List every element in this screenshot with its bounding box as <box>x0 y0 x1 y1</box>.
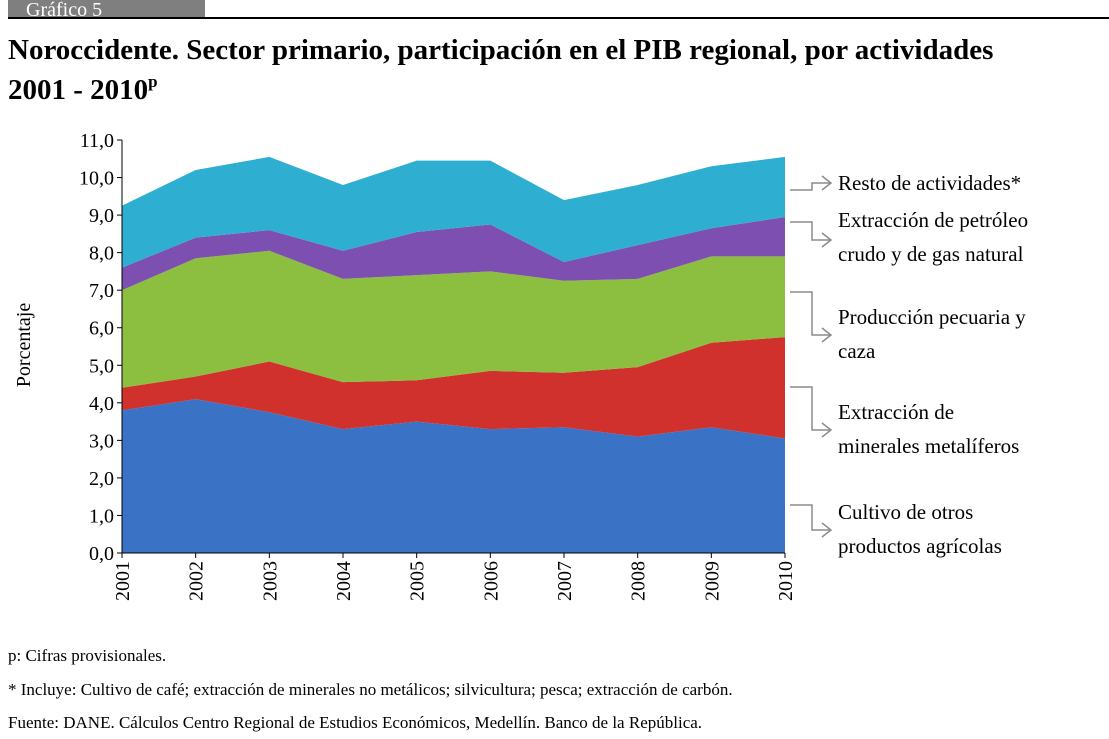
y-tick-label: 7,0 <box>89 280 114 302</box>
area <box>122 250 785 388</box>
y-tick-label: 4,0 <box>89 393 114 415</box>
legend-connector <box>790 291 830 336</box>
x-tick-label: 2004 <box>333 561 355 601</box>
legend-arrow <box>821 232 833 248</box>
x-tick-label: 2003 <box>259 561 281 601</box>
figure-label: Gráfico 5 <box>8 0 205 20</box>
legend-label: Producción pecuaria y caza <box>838 305 1026 363</box>
x-tick-label: 2007 <box>554 561 576 601</box>
legend-connector <box>790 504 830 531</box>
y-tick-label: 11,0 <box>80 130 114 152</box>
legend-label: Cultivo de otros productos agrícolas <box>838 500 1002 558</box>
y-tick-label: 0,0 <box>89 543 114 565</box>
footnote: Fuente: DANE. Cálculos Centro Regional d… <box>8 713 703 732</box>
x-tick-label: 2006 <box>480 561 502 601</box>
y-axis-label: Porcentaje <box>13 303 35 388</box>
legend-label: Extracción de minerales metalíferos <box>838 400 1020 458</box>
y-tick-label: 2,0 <box>89 468 114 490</box>
y-tick-label: 3,0 <box>89 430 114 452</box>
legend-arrow <box>821 175 833 191</box>
x-tick-label: 2010 <box>775 561 797 601</box>
footnote: p: Cifras provisionales. <box>8 646 167 665</box>
area <box>122 156 785 268</box>
legend-label: Resto de actividades* <box>838 171 1022 195</box>
y-tick-label: 10,0 <box>79 168 114 190</box>
legend-connector <box>790 386 830 431</box>
legend-label: Extracción de petróleo crudo y de gas na… <box>838 208 1029 266</box>
x-tick-label: 2005 <box>407 561 429 601</box>
legend-arrow <box>821 522 833 538</box>
x-tick-label: 2008 <box>628 561 650 601</box>
area <box>122 216 785 291</box>
y-tick-label: 5,0 <box>89 355 114 377</box>
x-tick-label: 2002 <box>186 561 208 601</box>
y-tick-label: 8,0 <box>89 243 114 265</box>
legend-arrow <box>821 327 833 343</box>
y-tick-label: 1,0 <box>89 505 114 527</box>
chart-title: Noroccidente. Sector primario, participa… <box>8 34 994 66</box>
area <box>122 337 785 439</box>
subtitle-text: 2001 - 2010 <box>8 74 149 106</box>
subtitle-superscript: p <box>148 72 158 91</box>
chart-subtitle: 2001 - 2010p <box>8 72 158 107</box>
legend-connector <box>790 221 830 241</box>
footnote: * Incluye: Cultivo de café; extracción d… <box>8 680 733 699</box>
area <box>122 399 785 553</box>
legend-arrow <box>821 422 833 438</box>
x-tick-label: 2001 <box>112 561 134 601</box>
y-tick-label: 6,0 <box>89 318 114 340</box>
y-tick-label: 9,0 <box>89 205 114 227</box>
legend-connector <box>790 182 830 191</box>
header-rule <box>8 17 1109 19</box>
x-tick-label: 2009 <box>701 561 723 601</box>
